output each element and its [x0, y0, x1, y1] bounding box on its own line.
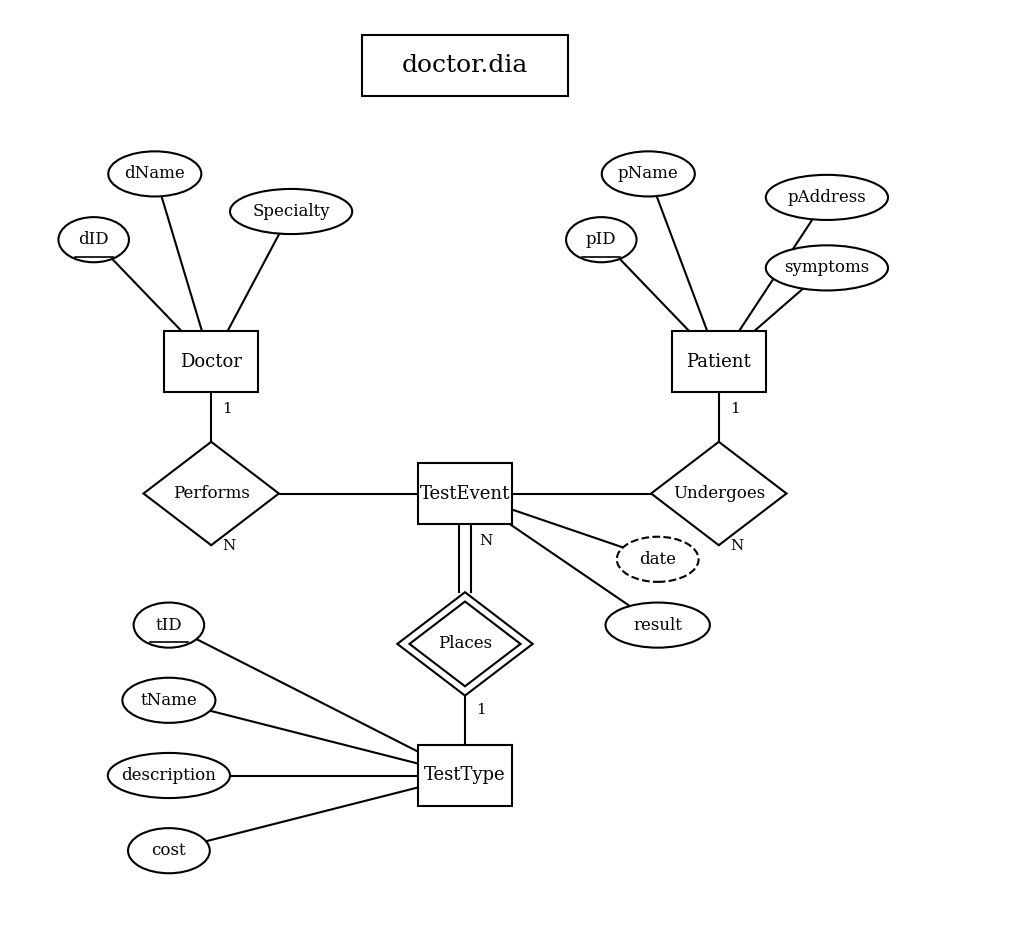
Text: N: N	[222, 539, 236, 553]
Text: N: N	[479, 534, 493, 548]
Text: pName: pName	[617, 165, 679, 182]
Text: 1: 1	[476, 703, 486, 717]
Text: Patient: Patient	[686, 352, 752, 371]
Text: Performs: Performs	[173, 485, 250, 502]
FancyBboxPatch shape	[164, 332, 258, 393]
Ellipse shape	[605, 603, 710, 648]
Polygon shape	[651, 442, 786, 545]
Ellipse shape	[616, 537, 698, 582]
Text: date: date	[639, 551, 676, 568]
Text: Places: Places	[438, 635, 493, 652]
FancyBboxPatch shape	[361, 35, 568, 97]
Text: TestType: TestType	[424, 766, 506, 785]
Ellipse shape	[109, 151, 202, 196]
FancyBboxPatch shape	[418, 744, 512, 807]
Ellipse shape	[766, 245, 888, 290]
Text: Undergoes: Undergoes	[673, 485, 765, 502]
Ellipse shape	[128, 828, 210, 873]
Ellipse shape	[602, 151, 695, 196]
Text: N: N	[730, 539, 743, 553]
FancyBboxPatch shape	[672, 332, 766, 393]
Polygon shape	[410, 602, 520, 686]
Text: 1: 1	[730, 402, 739, 416]
Polygon shape	[397, 592, 532, 696]
Text: symptoms: symptoms	[784, 259, 869, 276]
Text: tID: tID	[156, 617, 182, 634]
Ellipse shape	[566, 217, 637, 262]
Text: doctor.dia: doctor.dia	[401, 55, 528, 77]
Text: dName: dName	[125, 165, 185, 182]
Ellipse shape	[58, 217, 129, 262]
Text: result: result	[633, 617, 682, 634]
Text: Specialty: Specialty	[252, 203, 330, 220]
Ellipse shape	[230, 189, 352, 234]
Ellipse shape	[766, 175, 888, 220]
Ellipse shape	[108, 753, 230, 798]
Ellipse shape	[134, 603, 204, 648]
Text: pID: pID	[586, 231, 616, 248]
Text: cost: cost	[152, 842, 186, 859]
Text: tName: tName	[140, 692, 198, 709]
Text: Doctor: Doctor	[180, 352, 242, 371]
Text: dID: dID	[79, 231, 109, 248]
Ellipse shape	[123, 678, 215, 723]
Text: TestEvent: TestEvent	[420, 484, 510, 503]
Text: description: description	[122, 767, 216, 784]
Text: pAddress: pAddress	[787, 189, 866, 206]
Polygon shape	[143, 442, 279, 545]
Text: 1: 1	[222, 402, 232, 416]
FancyBboxPatch shape	[418, 462, 512, 525]
